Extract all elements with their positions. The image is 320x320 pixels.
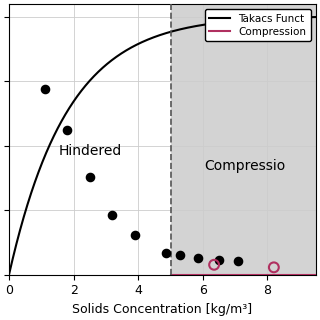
Bar: [171, 4, 320, 275]
X-axis label: Solids Concentration [kg/m³]: Solids Concentration [kg/m³]: [72, 303, 252, 316]
Point: [271, 265, 276, 270]
Point: [110, 213, 115, 218]
Text: Hindered: Hindered: [58, 144, 121, 158]
Point: [178, 253, 183, 258]
Point: [42, 87, 47, 92]
Point: [163, 250, 168, 255]
Text: Compressio: Compressio: [204, 159, 285, 173]
Point: [196, 255, 201, 260]
Point: [212, 262, 217, 267]
Point: [216, 257, 221, 262]
Point: [236, 258, 241, 263]
Point: [132, 232, 138, 237]
Point: [65, 128, 70, 133]
Point: [87, 174, 92, 179]
Legend: Takacs Funct, Compression: Takacs Funct, Compression: [205, 9, 311, 41]
